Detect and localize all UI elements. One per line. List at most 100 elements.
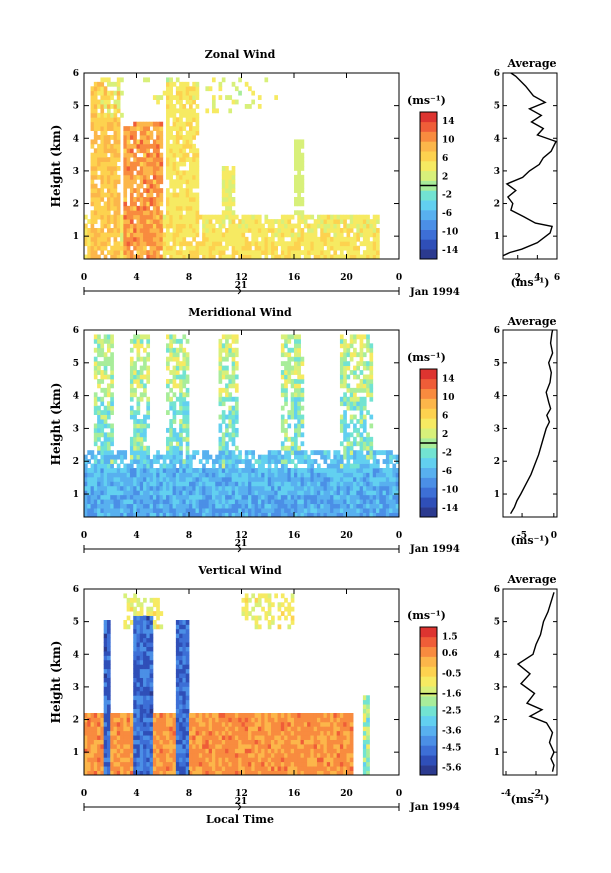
zonal-heatmap-cell xyxy=(231,99,236,105)
zonal-heatmap-cell xyxy=(162,214,167,220)
meridional-heatmap-cell xyxy=(287,334,292,340)
meridional-heatmap-cell xyxy=(277,454,282,460)
zonal-heatmap-cell xyxy=(234,236,239,242)
zonal-heatmap-cell xyxy=(126,157,131,162)
meridional-heatmap-cell xyxy=(372,490,377,496)
meridional-heatmap-cell xyxy=(366,338,370,344)
meridional-heatmap-cell xyxy=(277,508,282,513)
zonal-heatmap-cell xyxy=(116,90,121,96)
vertical-heatmap-cell xyxy=(143,633,147,639)
meridional-heatmap-cell xyxy=(221,436,226,442)
meridional-heatmap-cell xyxy=(294,343,298,349)
meridional-heatmap-cell xyxy=(110,468,114,473)
meridional-heatmap-cell xyxy=(218,494,223,500)
zonal-heatmap-cell xyxy=(172,148,177,154)
zonal-heatmap-cell xyxy=(97,214,101,220)
vertical-heatmap-cell xyxy=(139,690,144,696)
meridional-heatmap-cell xyxy=(294,445,298,451)
zonal-heatmap-cell xyxy=(106,112,111,118)
zonal-heatmap-cell xyxy=(267,223,272,229)
zonal-heatmap-cell xyxy=(169,254,173,259)
vertical-heatmap-cell xyxy=(143,659,147,665)
meridional-heatmap-cell xyxy=(218,370,223,375)
vertical-heatmap-cell xyxy=(215,761,219,767)
meridional-heatmap-cell xyxy=(123,490,128,496)
meridional-heatmap-cell xyxy=(129,450,134,456)
zonal-heatmap-cell xyxy=(316,241,321,247)
zonal-heatmap-cell xyxy=(179,112,183,118)
meridional-heatmap-cell xyxy=(366,476,370,482)
meridional-heatmap-cell xyxy=(113,454,118,460)
meridional-heatmap-cell xyxy=(349,454,354,460)
meridional-heatmap-cell xyxy=(106,468,111,473)
vertical-heatmap-cell xyxy=(143,752,147,758)
vertical-heatmap-cell xyxy=(97,713,101,718)
meridional-heatmap-cell xyxy=(346,494,351,500)
meridional-heatmap-cell xyxy=(192,454,196,460)
zonal-heatmap-cell xyxy=(228,170,233,176)
vertical-heatmap-cell xyxy=(146,659,151,665)
zonal-heatmap-cell xyxy=(244,250,249,255)
zonal-heatmap-cell xyxy=(129,205,134,211)
meridional-heatmap-cell xyxy=(280,374,285,380)
meridional-heatmap-cell xyxy=(202,450,206,456)
vertical-heatmap-cell xyxy=(215,770,219,775)
zonal-heatmap-cell xyxy=(103,86,108,92)
vertical-heatmap-cell xyxy=(106,655,111,661)
zonal-heatmap-cell xyxy=(172,210,177,216)
zonal-heatmap-cell xyxy=(221,183,226,189)
meridional-heatmap-cell xyxy=(228,450,233,456)
vertical-heatmap-cell xyxy=(120,735,124,740)
vertical-heatmap-cell xyxy=(149,664,154,670)
vertical-heatmap-cell xyxy=(106,717,111,723)
meridional-colorbar-tick-label: -6 xyxy=(442,467,452,477)
vertical-heatmap-cell xyxy=(113,735,118,740)
meridional-heatmap-cell xyxy=(129,508,134,513)
meridional-heatmap-cell xyxy=(307,499,311,505)
meridional-heatmap-cell xyxy=(129,436,134,442)
meridional-colorbar-swatch xyxy=(420,507,437,518)
meridional-heatmap-cell xyxy=(169,347,173,353)
meridional-heatmap-cell xyxy=(143,361,147,367)
zonal-heatmap-cell xyxy=(162,90,167,96)
vertical-heatmap-cell xyxy=(185,677,190,683)
zonal-heatmap-cell xyxy=(97,121,101,127)
meridional-heatmap-cell xyxy=(143,383,147,389)
meridional-heatmap-cell xyxy=(297,476,301,482)
vertical-heatmap-cell xyxy=(146,655,151,661)
meridional-heatmap-cell xyxy=(297,387,301,393)
zonal-heatmap-cell xyxy=(248,86,252,92)
zonal-heatmap-cell xyxy=(136,214,141,220)
meridional-heatmap-cell xyxy=(211,503,216,509)
meridional-heatmap-cell xyxy=(349,499,354,505)
zonal-heatmap-cell xyxy=(110,121,114,127)
meridional-heatmap-cell xyxy=(185,454,190,460)
zonal-heatmap-cell xyxy=(143,236,147,242)
zonal-heatmap-cell xyxy=(330,228,334,233)
vertical-heatmap-cell xyxy=(248,748,252,754)
zonal-heatmap-cell xyxy=(333,250,338,255)
vertical-heatmap-cell xyxy=(103,659,108,665)
meridional-heatmap-cell xyxy=(254,508,259,513)
zonal-heatmap-cell xyxy=(97,148,101,154)
zonal-heatmap-cell xyxy=(297,236,301,242)
zonal-heatmap-cell xyxy=(228,232,233,238)
meridional-heatmap-cell xyxy=(169,423,173,429)
meridional-heatmap-cell xyxy=(93,410,98,415)
meridional-heatmap-cell xyxy=(116,450,121,456)
zonal-heatmap-cell xyxy=(100,95,105,100)
meridional-heatmap-cell xyxy=(100,503,105,509)
meridional-heatmap-cell xyxy=(297,378,301,384)
meridional-heatmap-cell xyxy=(93,338,98,344)
meridional-heatmap-cell xyxy=(100,432,105,438)
meridional-heatmap-cell xyxy=(215,485,219,491)
vertical-heatmap-cell xyxy=(238,770,242,775)
zonal-heatmap-cell xyxy=(228,197,233,202)
meridional-heatmap-cell xyxy=(185,374,190,380)
meridional-heatmap-cell xyxy=(244,481,249,487)
meridional-heatmap-cell xyxy=(185,450,190,456)
meridional-heatmap-cell xyxy=(287,499,292,505)
meridional-heatmap-cell xyxy=(221,454,226,460)
zonal-heatmap-cell xyxy=(297,241,301,247)
